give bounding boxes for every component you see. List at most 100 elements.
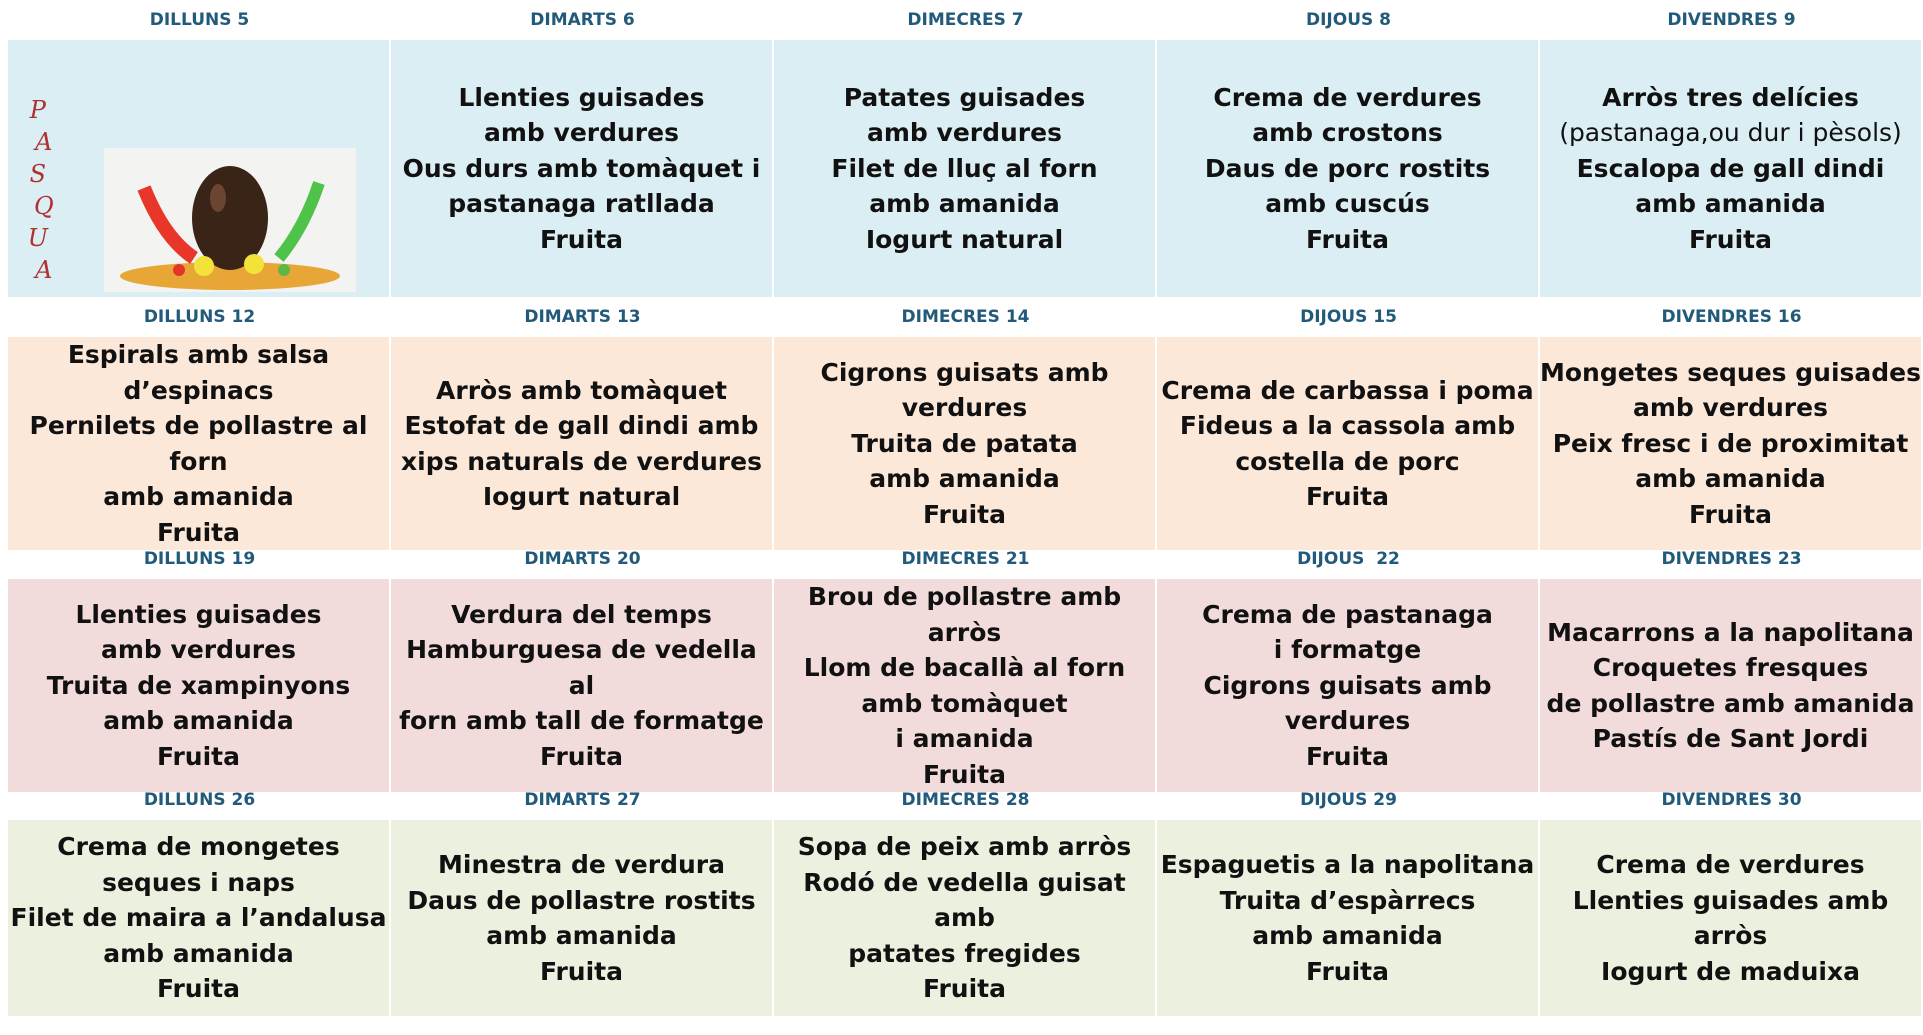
menu-row: Espirals amb salsa d’espinacs Pernilets d… <box>8 337 1923 550</box>
menu-line: Ous durs amb tomàquet i <box>402 153 761 183</box>
menu-line: Fruita <box>540 224 623 254</box>
menu-line: amb amanida <box>869 189 1060 219</box>
menu-line: patates fregides <box>848 938 1081 968</box>
menu-line: Fruita <box>540 956 623 986</box>
menu-row: Crema de mongetes seques i naps Filet de m… <box>8 820 1923 1016</box>
menu-line: amb amanida <box>1635 189 1826 219</box>
menu-line: Truita d’espàrrecs <box>1219 885 1476 915</box>
menu-line: Fruita <box>923 759 1006 789</box>
menu-row: Llenties guisades amb verdures Truita de x… <box>8 579 1923 792</box>
menu-cell: Llenties guisades amb verdures Ous durs am… <box>391 40 772 297</box>
day-header-row: DILLUNS 12 DIMARTS 13 DIMECRES 14 DIJOUS 15… <box>8 297 1923 337</box>
day-label: DIMARTS 27 <box>524 790 641 810</box>
menu-line: Iogurt natural <box>865 224 1064 254</box>
menu-line: de pollastre amb amanida <box>1546 688 1915 718</box>
menu-cell: Crema de mongetes seques i naps Filet de m… <box>8 820 389 1016</box>
menu-cell: Minestra de verdura Daus de pollastre ros… <box>391 820 772 1016</box>
menu-line: amb amanida <box>1252 921 1443 950</box>
menu-line: xips naturals de verdures <box>401 446 762 476</box>
day-label: DIMECRES 14 <box>901 307 1030 327</box>
day-label: DIVENDRES 30 <box>1661 790 1802 810</box>
letter: A <box>35 256 53 284</box>
menu-line: Minestra de verdura <box>438 850 725 879</box>
menu-line: i formatge <box>1273 635 1422 665</box>
day-label: DIJOUS 8 <box>1305 10 1391 30</box>
menu-line: Fruita <box>157 974 240 1004</box>
menu-line: Fruita <box>1306 741 1389 771</box>
menu-line: Arròs amb tomàquet <box>436 375 727 405</box>
menu-cell: Brou de pollastre amb arròs Llom de bacal… <box>774 579 1155 792</box>
menu-line: (pastanaga,ou dur i pèsols) <box>1559 118 1902 148</box>
menu-cell: Mongetes seques guisades amb verdures Peix… <box>1540 337 1921 550</box>
menu-line: Fruita <box>1689 224 1772 254</box>
day-label: DIJOUS 15 <box>1300 307 1397 327</box>
letter: P <box>29 96 46 124</box>
menu-line: Fruita <box>157 741 240 771</box>
menu-line: Fruita <box>1306 224 1389 254</box>
day-label: DIMARTS 6 <box>530 10 635 30</box>
menu-cell: Crema de verdures amb crostons Daus de por… <box>1157 40 1538 297</box>
menu-line: Cigrons guisats amb verdures <box>1203 670 1492 736</box>
menu-cell: Crema de verdures Llenties guisades amb a… <box>1540 820 1921 1016</box>
menu-line: Pastís de Sant Jordi <box>1592 724 1869 753</box>
menu-line: amb amanida <box>869 464 1060 494</box>
menu-line: Llenties guisades amb arròs <box>1572 885 1889 951</box>
menu-line: pastanaga ratllada <box>448 189 715 219</box>
menu-line: Fruita <box>1306 956 1389 986</box>
day-label: DILLUNS 26 <box>143 790 256 810</box>
menu-line: Fruita <box>1689 499 1772 529</box>
menu-line: Brou de pollastre amb arròs <box>807 582 1122 647</box>
menu-cell: Llenties guisades amb verdures Truita de x… <box>8 579 389 792</box>
menu-line: Patates guisades <box>843 82 1086 112</box>
menu-line: Pernilets de pollastre al forn <box>29 411 368 476</box>
menu-line: amb verdures <box>484 118 679 148</box>
menu-line: Crema de pastanaga <box>1202 599 1493 629</box>
menu-line: amb verdures <box>101 635 296 665</box>
menu-line: Estofat de gall dindi amb <box>404 411 759 440</box>
menu-line: Hamburguesa de vedella al <box>406 635 757 700</box>
lunch-menu: DILLUNS 5 DIMARTS 6 DIMECRES 7 DIJOUS 8 DIVE… <box>8 0 1923 1016</box>
menu-line: Crema de mongetes <box>57 832 340 862</box>
menu-line: Fruita <box>923 974 1006 1004</box>
menu-line: Espirals amb salsa d’espinacs <box>67 340 330 405</box>
easter-image <box>104 148 356 292</box>
menu-line: Arròs tres delícies <box>1602 82 1859 112</box>
day-label: DILLUNS 5 <box>149 10 250 30</box>
menu-line: Mongetes seques guisades <box>1540 357 1922 387</box>
menu-line: amb tomàquet <box>861 688 1068 718</box>
letter: A <box>35 128 53 156</box>
menu-line: Crema de carbassa i poma <box>1161 375 1534 405</box>
menu-line: Llenties guisades <box>75 599 322 629</box>
menu-line: Llom de bacallà al forn <box>803 653 1126 682</box>
menu-line: i amanida <box>895 724 1034 753</box>
menu-line: Fideus a la cassola amb <box>1179 411 1516 440</box>
menu-line: Fruita <box>1306 482 1389 511</box>
day-label: DIMECRES 28 <box>901 790 1030 810</box>
menu-cell: Cigrons guisats amb verdures Truita de pa… <box>774 337 1155 550</box>
menu-cell: Crema de pastanaga i formatge Cigrons guis… <box>1157 579 1538 792</box>
day-label: DILLUNS 19 <box>143 549 256 569</box>
day-header-row: DILLUNS 19 DIMARTS 20 DIMECRES 21 DIJOUS 22… <box>8 539 1923 579</box>
menu-line: Crema de verdures <box>1213 82 1482 112</box>
menu-line: amb amanida <box>103 482 294 511</box>
menu-line: Crema de verdures <box>1596 850 1865 879</box>
day-label: DIMECRES 21 <box>901 549 1030 569</box>
menu-line: amb amanida <box>486 921 677 950</box>
menu-line: Espaguetis a la napolitana <box>1160 850 1535 879</box>
menu-line: seques i naps <box>102 867 295 897</box>
day-label: DIJOUS 22 <box>1297 549 1400 569</box>
menu-line: Truita de patata <box>851 428 1078 458</box>
day-label: DIMARTS 13 <box>524 307 641 327</box>
menu-line: Verdura del temps <box>451 599 712 629</box>
menu-line: Croquetes fresques <box>1592 653 1869 682</box>
menu-cell: Verdura del temps Hamburguesa de vedella … <box>391 579 772 792</box>
menu-line: costella de porc <box>1235 446 1460 476</box>
menu-line: Peix fresc i de proximitat <box>1552 428 1909 458</box>
day-header-row: DILLUNS 5 DIMARTS 6 DIMECRES 7 DIJOUS 8 DIVE… <box>8 0 1923 40</box>
menu-row: P A S Q U A Llenties guisades amb verdures Ous d… <box>8 40 1923 297</box>
day-header-row: DILLUNS 26 DIMARTS 27 DIMECRES 28 DIJOUS 29… <box>8 780 1923 820</box>
